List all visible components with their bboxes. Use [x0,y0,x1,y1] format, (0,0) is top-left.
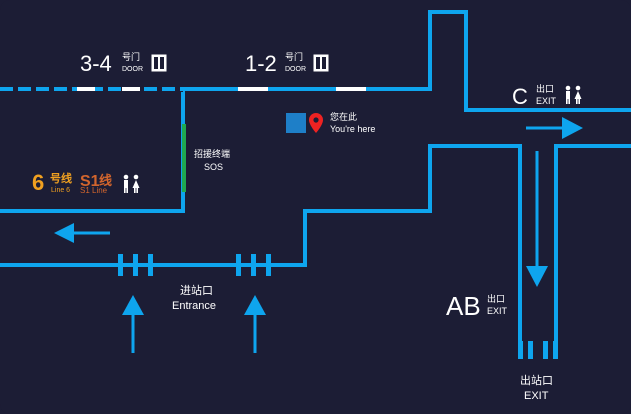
door-left-en: DOOR [122,66,143,73]
you-are-here-cn: 您在此 [330,112,358,122]
sos-cn: 招援终端 [194,149,231,159]
door-right-en: DOOR [285,66,306,73]
entrance-gates [118,254,271,276]
exit-ab-letter: AB [446,291,481,321]
wall-corridor [0,144,522,355]
wall-right [554,144,631,355]
entrance-en: Entrance [172,300,217,312]
arrow-down [526,151,548,287]
exit-c-en: EXIT [536,96,557,106]
arrow-right [526,117,583,139]
you-are-here-en: You're here [330,124,376,134]
line6-en: Line 6 [51,187,71,194]
door-left-number: 3-4 [80,51,112,76]
exit-c-cn: 出口 [536,84,555,94]
entrance-cn: 进站口 [180,285,213,297]
lineS1-en: S1 Line [80,186,108,195]
exit-gates [518,341,558,359]
arrow-left [54,223,110,243]
line6-number: 6 [32,170,45,195]
exit-c-letter: C [512,84,528,109]
exit-gate-en: EXIT [524,390,549,402]
lineS1-cn: 线 [99,173,113,188]
door-icon [151,54,167,72]
restroom-icon [565,85,582,104]
arrow-up-left [122,295,144,353]
door-right-cn: 号门 [285,52,304,62]
door-icon [313,54,329,72]
exit-ab-cn: 出口 [487,294,506,304]
arrow-up-right [244,295,266,353]
door-left-cn: 号门 [122,52,141,62]
sos-en: SOS [204,162,224,172]
arrows [54,117,583,353]
location-pin-icon [309,113,323,133]
lineS1-number: S1 [80,173,100,190]
door-right-number: 1-2 [245,51,277,76]
exit-gate-cn: 出站口 [520,375,553,387]
exit-ab-en: EXIT [487,306,508,316]
line6-cn: 号线 [50,173,72,185]
you-are-here-square [286,113,306,133]
restroom-icon [123,174,140,193]
